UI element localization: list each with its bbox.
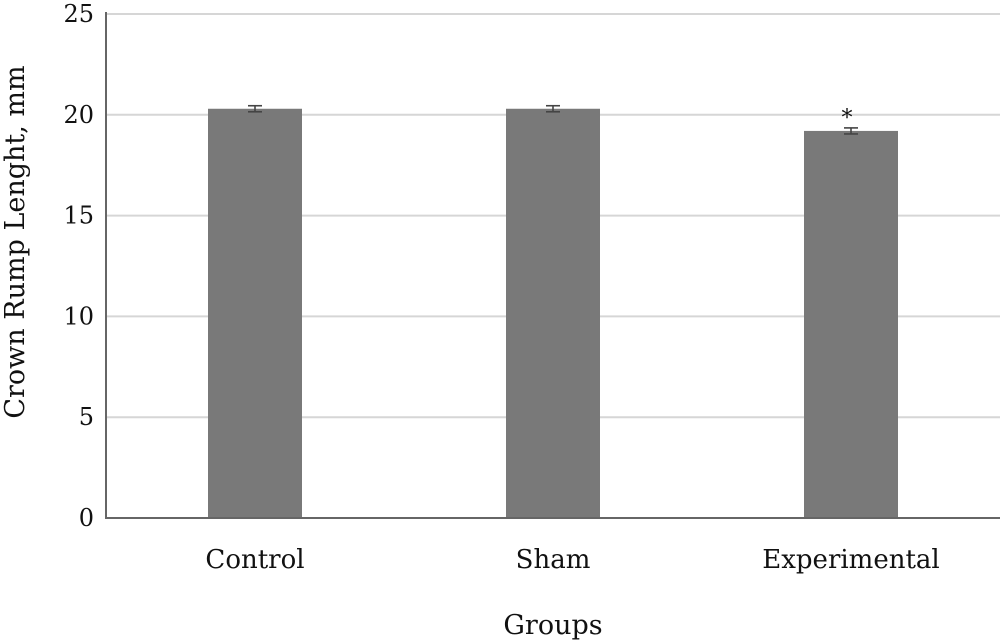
error-bars [248,104,858,135]
x-axis-title: Groups [503,610,602,641]
bar-sham [506,108,600,518]
x-category-label: Experimental [762,545,939,575]
error-bar-control [248,104,262,113]
y-tick-label: 10 [63,302,94,330]
y-tick-label: 15 [63,202,94,230]
y-axis-title: Crown Rump Lenght, mm [0,65,31,418]
y-tick-label: 0 [79,504,94,532]
y-tick-label: 20 [63,101,94,129]
error-bar-sham [546,104,560,113]
y-tick-labels: 0 5 10 15 20 25 [63,0,94,532]
significance-marker: * [842,106,853,131]
y-tick-label: 5 [79,403,94,431]
bar-experimental [804,130,898,519]
x-category-label: Control [205,545,304,575]
bar-control [208,108,302,518]
annotations: * [842,106,853,131]
bars [208,108,898,519]
x-category-label: Sham [516,545,591,575]
y-tick-label: 25 [63,0,94,28]
x-category-labels: Control Sham Experimental [205,545,939,575]
error-bar-experimental [844,127,858,135]
